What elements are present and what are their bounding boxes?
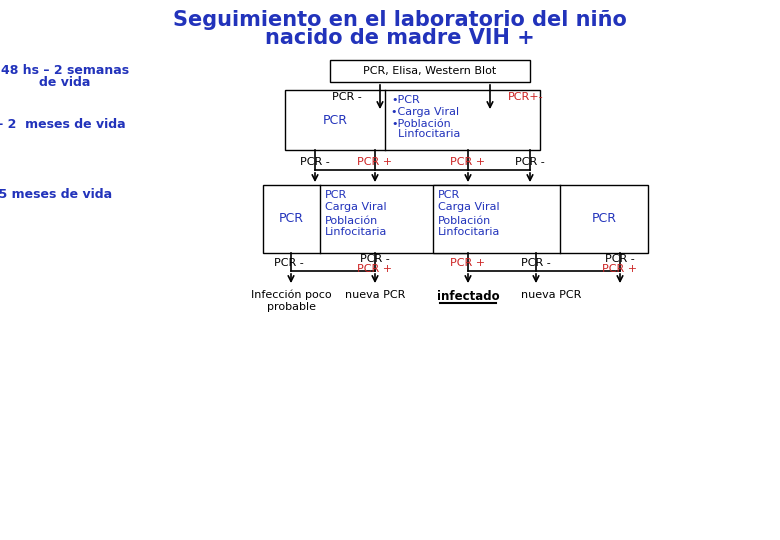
Text: PCR +: PCR + [357,157,392,167]
Text: PCR -: PCR - [515,157,545,167]
Text: PCR: PCR [325,190,347,200]
Text: PCR +: PCR + [357,264,392,274]
Text: probable: probable [267,302,315,312]
Text: PCR -: PCR - [360,254,390,264]
Text: PCR -: PCR - [300,157,330,167]
Text: Linfocitaria: Linfocitaria [391,129,460,139]
Bar [285,90,540,150]
Text: Linfocitaria: Linfocitaria [325,227,388,237]
Text: Infección poco: Infección poco [250,290,332,300]
Text: Linfocitaria: Linfocitaria [438,227,501,237]
Text: PCR: PCR [438,190,460,200]
Text: >5 meses de vida: >5 meses de vida [0,188,112,201]
Text: infectado: infectado [437,290,499,303]
Text: •Carga Viral: •Carga Viral [391,107,459,117]
Text: nueva PCR: nueva PCR [345,290,405,300]
Text: Seguimiento en el laboratorio del niño: Seguimiento en el laboratorio del niño [173,10,627,30]
Text: Carga Viral: Carga Viral [325,202,387,212]
Text: Población: Población [325,216,378,226]
Text: PCR: PCR [279,213,304,226]
Bar [330,60,530,82]
Text: •Población: •Población [391,119,451,129]
Text: PCR -: PCR - [605,254,635,264]
Text: •PCR: •PCR [391,95,420,105]
Text: PCR +: PCR + [602,264,637,274]
Text: nueva PCR: nueva PCR [521,290,581,300]
Text: PCR -: PCR - [274,258,304,268]
Text: PCR -: PCR - [332,92,362,102]
Text: PCR, Elisa, Western Blot: PCR, Elisa, Western Blot [363,66,497,76]
Text: 48 hs – 2 semanas: 48 hs – 2 semanas [1,64,129,77]
Text: PCR: PCR [591,213,616,226]
Bar [263,185,468,253]
Text: PCR +: PCR + [450,258,486,268]
Text: 1 – 2  meses de vida: 1 – 2 meses de vida [0,118,126,132]
Bar [433,185,648,253]
Text: PCR+-: PCR+- [508,92,544,102]
Text: nacido de madre VIH +: nacido de madre VIH + [265,28,535,48]
Text: Población: Población [438,216,491,226]
Text: PCR: PCR [322,113,348,126]
Text: de vida: de vida [39,76,90,89]
Text: PCR -: PCR - [521,258,551,268]
Text: Carga Viral: Carga Viral [438,202,500,212]
Text: PCR +: PCR + [450,157,486,167]
